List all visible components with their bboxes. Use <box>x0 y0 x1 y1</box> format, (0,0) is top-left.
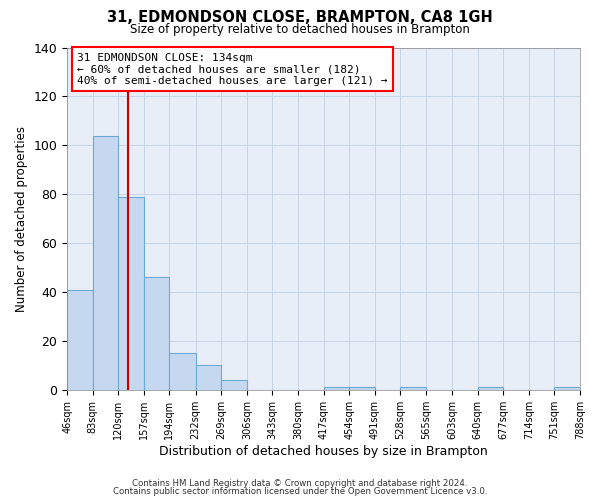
Bar <box>169 353 196 390</box>
Bar <box>196 366 221 390</box>
Bar <box>93 136 118 390</box>
Text: Contains public sector information licensed under the Open Government Licence v3: Contains public sector information licen… <box>113 487 487 496</box>
Bar <box>118 196 144 390</box>
Bar <box>67 290 93 390</box>
Bar <box>349 388 375 390</box>
Bar <box>400 388 426 390</box>
Bar <box>323 388 349 390</box>
Bar <box>144 278 169 390</box>
Text: Contains HM Land Registry data © Crown copyright and database right 2024.: Contains HM Land Registry data © Crown c… <box>132 478 468 488</box>
Text: 31 EDMONDSON CLOSE: 134sqm
← 60% of detached houses are smaller (182)
40% of sem: 31 EDMONDSON CLOSE: 134sqm ← 60% of deta… <box>77 52 388 86</box>
Text: Size of property relative to detached houses in Brampton: Size of property relative to detached ho… <box>130 22 470 36</box>
Bar <box>478 388 503 390</box>
Bar <box>221 380 247 390</box>
X-axis label: Distribution of detached houses by size in Brampton: Distribution of detached houses by size … <box>159 444 488 458</box>
Y-axis label: Number of detached properties: Number of detached properties <box>15 126 28 312</box>
Text: 31, EDMONDSON CLOSE, BRAMPTON, CA8 1GH: 31, EDMONDSON CLOSE, BRAMPTON, CA8 1GH <box>107 10 493 25</box>
Bar <box>554 388 580 390</box>
